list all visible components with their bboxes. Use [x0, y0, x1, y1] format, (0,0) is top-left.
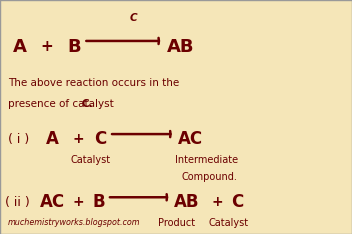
Text: The above reaction occurs in the: The above reaction occurs in the: [8, 78, 179, 88]
Text: AC: AC: [178, 130, 203, 148]
Text: +: +: [72, 195, 84, 209]
Text: A: A: [13, 38, 27, 56]
Text: A: A: [46, 130, 59, 148]
Text: muchemistryworks.blogspot.com: muchemistryworks.blogspot.com: [8, 218, 140, 227]
Text: Intermediate: Intermediate: [175, 155, 238, 165]
Text: +: +: [40, 39, 53, 54]
Text: C: C: [130, 13, 138, 23]
Text: B: B: [67, 38, 81, 56]
Text: Product: Product: [158, 218, 195, 228]
Text: AB: AB: [174, 194, 200, 211]
Text: C.: C.: [82, 99, 93, 109]
Text: AB: AB: [167, 38, 195, 56]
Text: B: B: [92, 194, 105, 211]
Text: AC: AC: [39, 194, 64, 211]
Text: +: +: [211, 195, 223, 209]
Text: presence of catalyst: presence of catalyst: [8, 99, 117, 109]
Text: C: C: [94, 130, 107, 148]
Text: Catalyst: Catalyst: [208, 218, 248, 228]
Text: Compound.: Compound.: [181, 172, 237, 182]
Text: ( ii ): ( ii ): [5, 196, 30, 209]
Text: C: C: [232, 194, 244, 211]
Text: ( i ): ( i ): [8, 133, 29, 146]
Text: +: +: [72, 132, 84, 146]
Text: Catalyst: Catalyst: [71, 155, 111, 165]
